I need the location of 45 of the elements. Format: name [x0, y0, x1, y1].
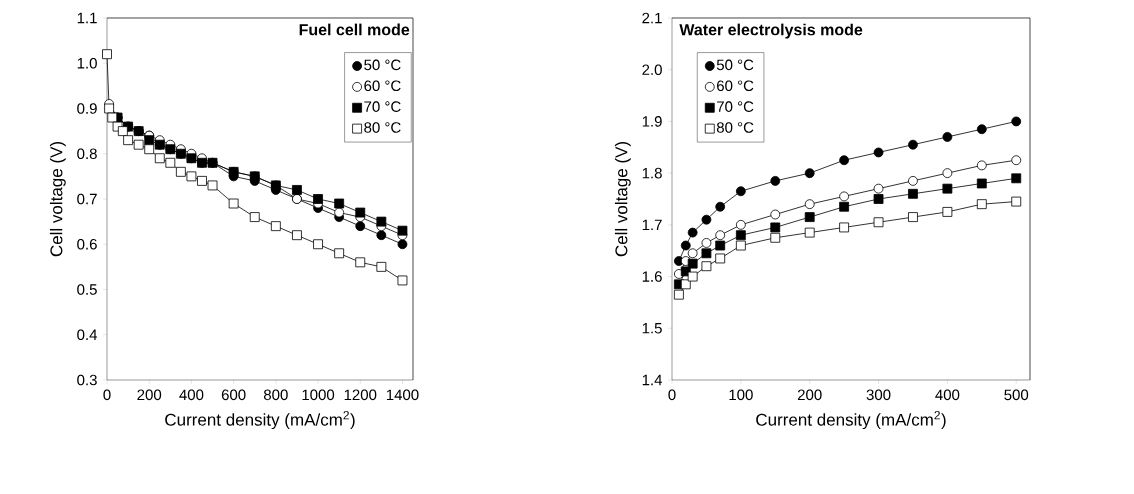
y-tick-label: 1.5	[642, 323, 662, 334]
legend-label: 60 °C	[717, 80, 754, 92]
y-tick-label: 0.7	[77, 193, 97, 205]
x-tick-label: 200	[137, 389, 162, 401]
x-tick-label: 1400	[386, 389, 419, 401]
x-tick-label: 0	[668, 389, 676, 401]
x-tick-label: 300	[866, 389, 891, 401]
legend-label: 50 °C	[364, 59, 401, 71]
y-tick-label: 2.0	[642, 64, 662, 76]
x-tick-label: 200	[797, 389, 822, 401]
y-tick-label: 1.6	[642, 271, 662, 282]
x-tick-label: 1000	[302, 389, 335, 401]
legend-label: 80 °C	[716, 122, 754, 133]
y-tick-label: 0.4	[77, 329, 98, 341]
y-tick-label: 0.6	[77, 238, 97, 250]
x-axis-title: Current density (mA/cm$^{2}$)	[756, 411, 946, 430]
x-tick-label: 400	[179, 389, 204, 401]
x-tick-label: 400	[935, 389, 960, 401]
legend-label: 50 °C	[716, 59, 754, 71]
x-tick-label: 500	[1004, 389, 1029, 401]
x-tick-label: 1200	[344, 389, 377, 401]
y-tick-label: 0.3	[77, 374, 97, 386]
x-tick-label: 0	[103, 389, 111, 401]
y-tick-label: 2.1	[642, 12, 662, 24]
x-tick-label: 100	[729, 389, 753, 401]
legend-title: Water electrolysis mode	[679, 23, 863, 39]
y-axis-title: Cell voltage (V)	[614, 141, 631, 257]
legend-title: Fuel cell mode	[299, 23, 410, 36]
legend-label: 70 °C	[717, 101, 754, 112]
y-tick-label: 1.1	[77, 12, 97, 24]
legend-label: 60 °C	[364, 80, 401, 92]
y-tick-label: 1.8	[642, 167, 662, 179]
x-tick-label: 600	[221, 389, 246, 401]
legend-label: 70 °C	[364, 101, 401, 112]
y-tick-label: 1.7	[642, 219, 662, 231]
y-tick-label: 1.0	[77, 57, 97, 69]
y-tick-label: 1.4	[642, 374, 663, 386]
legend-label: 80 °C	[364, 122, 401, 133]
x-axis-title: Current density (mA/cm$^{2}$)	[165, 411, 355, 430]
y-tick-label: 0.9	[77, 103, 97, 114]
y-tick-label: 1.9	[642, 116, 662, 127]
x-tick-label: 800	[263, 389, 288, 401]
y-tick-label: 0.5	[77, 284, 97, 295]
y-tick-label: 0.8	[77, 148, 97, 160]
y-axis-title: Cell voltage (V)	[49, 141, 66, 257]
